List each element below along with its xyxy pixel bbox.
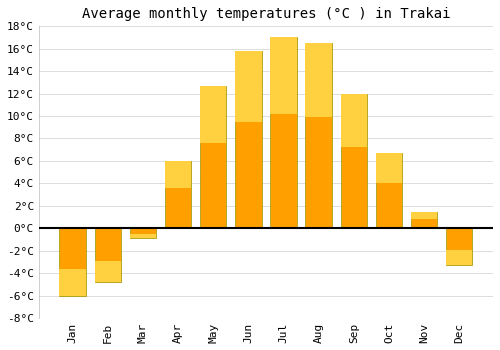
Bar: [270, 37, 296, 114]
Bar: [411, 212, 438, 219]
Bar: [130, 228, 156, 238]
Bar: [94, 228, 121, 282]
Bar: [376, 153, 402, 228]
Bar: [200, 86, 226, 143]
Bar: [60, 228, 86, 295]
Bar: [165, 161, 191, 228]
Bar: [235, 51, 262, 228]
Bar: [446, 250, 472, 265]
Bar: [165, 161, 191, 188]
Bar: [235, 51, 262, 122]
Bar: [130, 234, 156, 238]
Bar: [60, 268, 86, 295]
Bar: [340, 93, 367, 147]
Bar: [340, 93, 367, 228]
Bar: [270, 37, 296, 228]
Bar: [306, 43, 332, 117]
Bar: [94, 260, 121, 282]
Bar: [446, 228, 472, 265]
Bar: [200, 86, 226, 228]
Bar: [376, 153, 402, 183]
Bar: [306, 43, 332, 228]
Bar: [411, 212, 438, 228]
Title: Average monthly temperatures (°C ) in Trakai: Average monthly temperatures (°C ) in Tr…: [82, 7, 450, 21]
